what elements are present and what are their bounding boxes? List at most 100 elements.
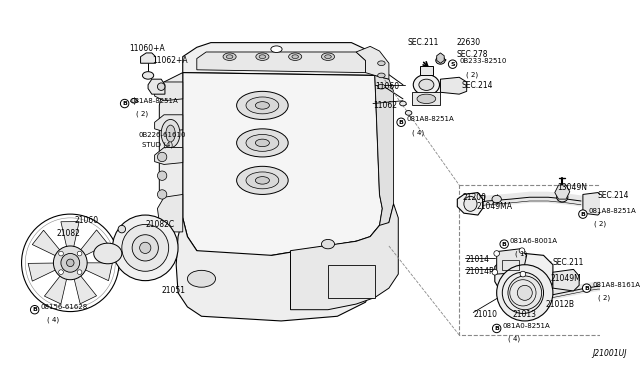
Circle shape [510, 280, 536, 306]
Ellipse shape [255, 102, 269, 109]
Circle shape [77, 270, 82, 275]
Circle shape [508, 276, 541, 310]
Circle shape [157, 171, 167, 180]
Polygon shape [176, 218, 377, 321]
Text: B: B [580, 212, 586, 217]
Circle shape [520, 271, 525, 277]
Polygon shape [74, 274, 97, 304]
Text: B: B [399, 120, 404, 125]
Text: ( 4): ( 4) [47, 316, 59, 323]
Ellipse shape [143, 72, 154, 79]
Ellipse shape [246, 172, 279, 189]
Ellipse shape [93, 243, 122, 264]
Ellipse shape [256, 53, 269, 60]
Polygon shape [141, 53, 156, 63]
Circle shape [502, 272, 543, 314]
Ellipse shape [378, 73, 385, 78]
Text: 081A8-8251A: 081A8-8251A [589, 208, 636, 214]
Ellipse shape [255, 177, 269, 184]
Circle shape [132, 235, 158, 261]
Text: 22630: 22630 [456, 38, 481, 47]
Polygon shape [553, 269, 579, 291]
Text: 11062+A: 11062+A [152, 56, 188, 65]
Ellipse shape [188, 270, 216, 287]
Ellipse shape [157, 83, 165, 90]
Text: SEC.278: SEC.278 [456, 50, 488, 59]
Polygon shape [157, 195, 183, 232]
Polygon shape [148, 79, 165, 94]
Ellipse shape [413, 74, 440, 95]
Ellipse shape [501, 258, 520, 271]
Text: 081A0-8251A: 081A0-8251A [502, 323, 550, 328]
Polygon shape [370, 76, 394, 237]
Polygon shape [183, 73, 382, 265]
Ellipse shape [227, 55, 233, 58]
Circle shape [494, 251, 499, 256]
Circle shape [59, 251, 63, 256]
Ellipse shape [436, 57, 445, 64]
Circle shape [157, 152, 167, 162]
Text: SEC.211: SEC.211 [408, 38, 439, 47]
Ellipse shape [464, 196, 477, 211]
Circle shape [61, 253, 79, 272]
Circle shape [517, 285, 532, 300]
Polygon shape [420, 66, 433, 76]
Circle shape [497, 265, 553, 321]
Text: ( 1): ( 1) [515, 251, 527, 257]
Polygon shape [291, 204, 398, 310]
Circle shape [397, 118, 405, 126]
Ellipse shape [259, 55, 266, 58]
Circle shape [579, 210, 587, 218]
Circle shape [53, 246, 87, 280]
Text: SEC.214: SEC.214 [598, 191, 629, 200]
Text: B: B [32, 307, 37, 312]
Text: J21001UJ: J21001UJ [592, 349, 627, 358]
Ellipse shape [324, 55, 332, 58]
Ellipse shape [405, 110, 412, 115]
Text: B: B [584, 286, 589, 291]
Text: SEC.211: SEC.211 [553, 258, 584, 267]
Ellipse shape [378, 84, 385, 89]
Text: 08156-61628: 08156-61628 [40, 304, 88, 310]
Text: 21049MA: 21049MA [476, 202, 512, 211]
Polygon shape [440, 77, 467, 94]
Ellipse shape [237, 92, 288, 119]
Circle shape [449, 60, 457, 68]
Polygon shape [183, 43, 375, 76]
Polygon shape [61, 222, 79, 249]
Text: 21014: 21014 [466, 255, 490, 264]
Circle shape [67, 259, 74, 267]
Ellipse shape [378, 61, 385, 65]
Ellipse shape [417, 94, 436, 103]
Text: ( 2): ( 2) [594, 221, 606, 227]
Polygon shape [32, 230, 61, 257]
Polygon shape [356, 46, 389, 79]
Circle shape [140, 242, 151, 253]
Polygon shape [328, 265, 375, 298]
Text: 21049M: 21049M [550, 274, 581, 283]
Text: ( 2): ( 2) [466, 72, 478, 78]
Text: 081A8-8161A: 081A8-8161A [592, 282, 640, 288]
Circle shape [59, 270, 63, 275]
Polygon shape [583, 193, 604, 215]
Ellipse shape [255, 139, 269, 147]
Polygon shape [79, 230, 108, 257]
Circle shape [31, 305, 39, 314]
Circle shape [519, 248, 525, 253]
Circle shape [582, 284, 591, 292]
Ellipse shape [246, 134, 279, 151]
Polygon shape [159, 73, 183, 222]
Text: 081A8-8251A: 081A8-8251A [406, 116, 454, 122]
Text: 081A6-8001A: 081A6-8001A [510, 238, 558, 244]
Ellipse shape [492, 195, 501, 203]
Circle shape [118, 225, 125, 233]
Text: 21013: 21013 [513, 310, 536, 319]
Circle shape [113, 215, 178, 280]
Text: 0B226-61610: 0B226-61610 [139, 132, 186, 138]
Text: 081A8-8251A: 081A8-8251A [131, 98, 178, 104]
Text: B: B [502, 241, 507, 247]
Text: 21200: 21200 [462, 193, 486, 202]
Polygon shape [513, 286, 541, 308]
Circle shape [500, 240, 508, 248]
Text: 21014P: 21014P [466, 267, 494, 276]
